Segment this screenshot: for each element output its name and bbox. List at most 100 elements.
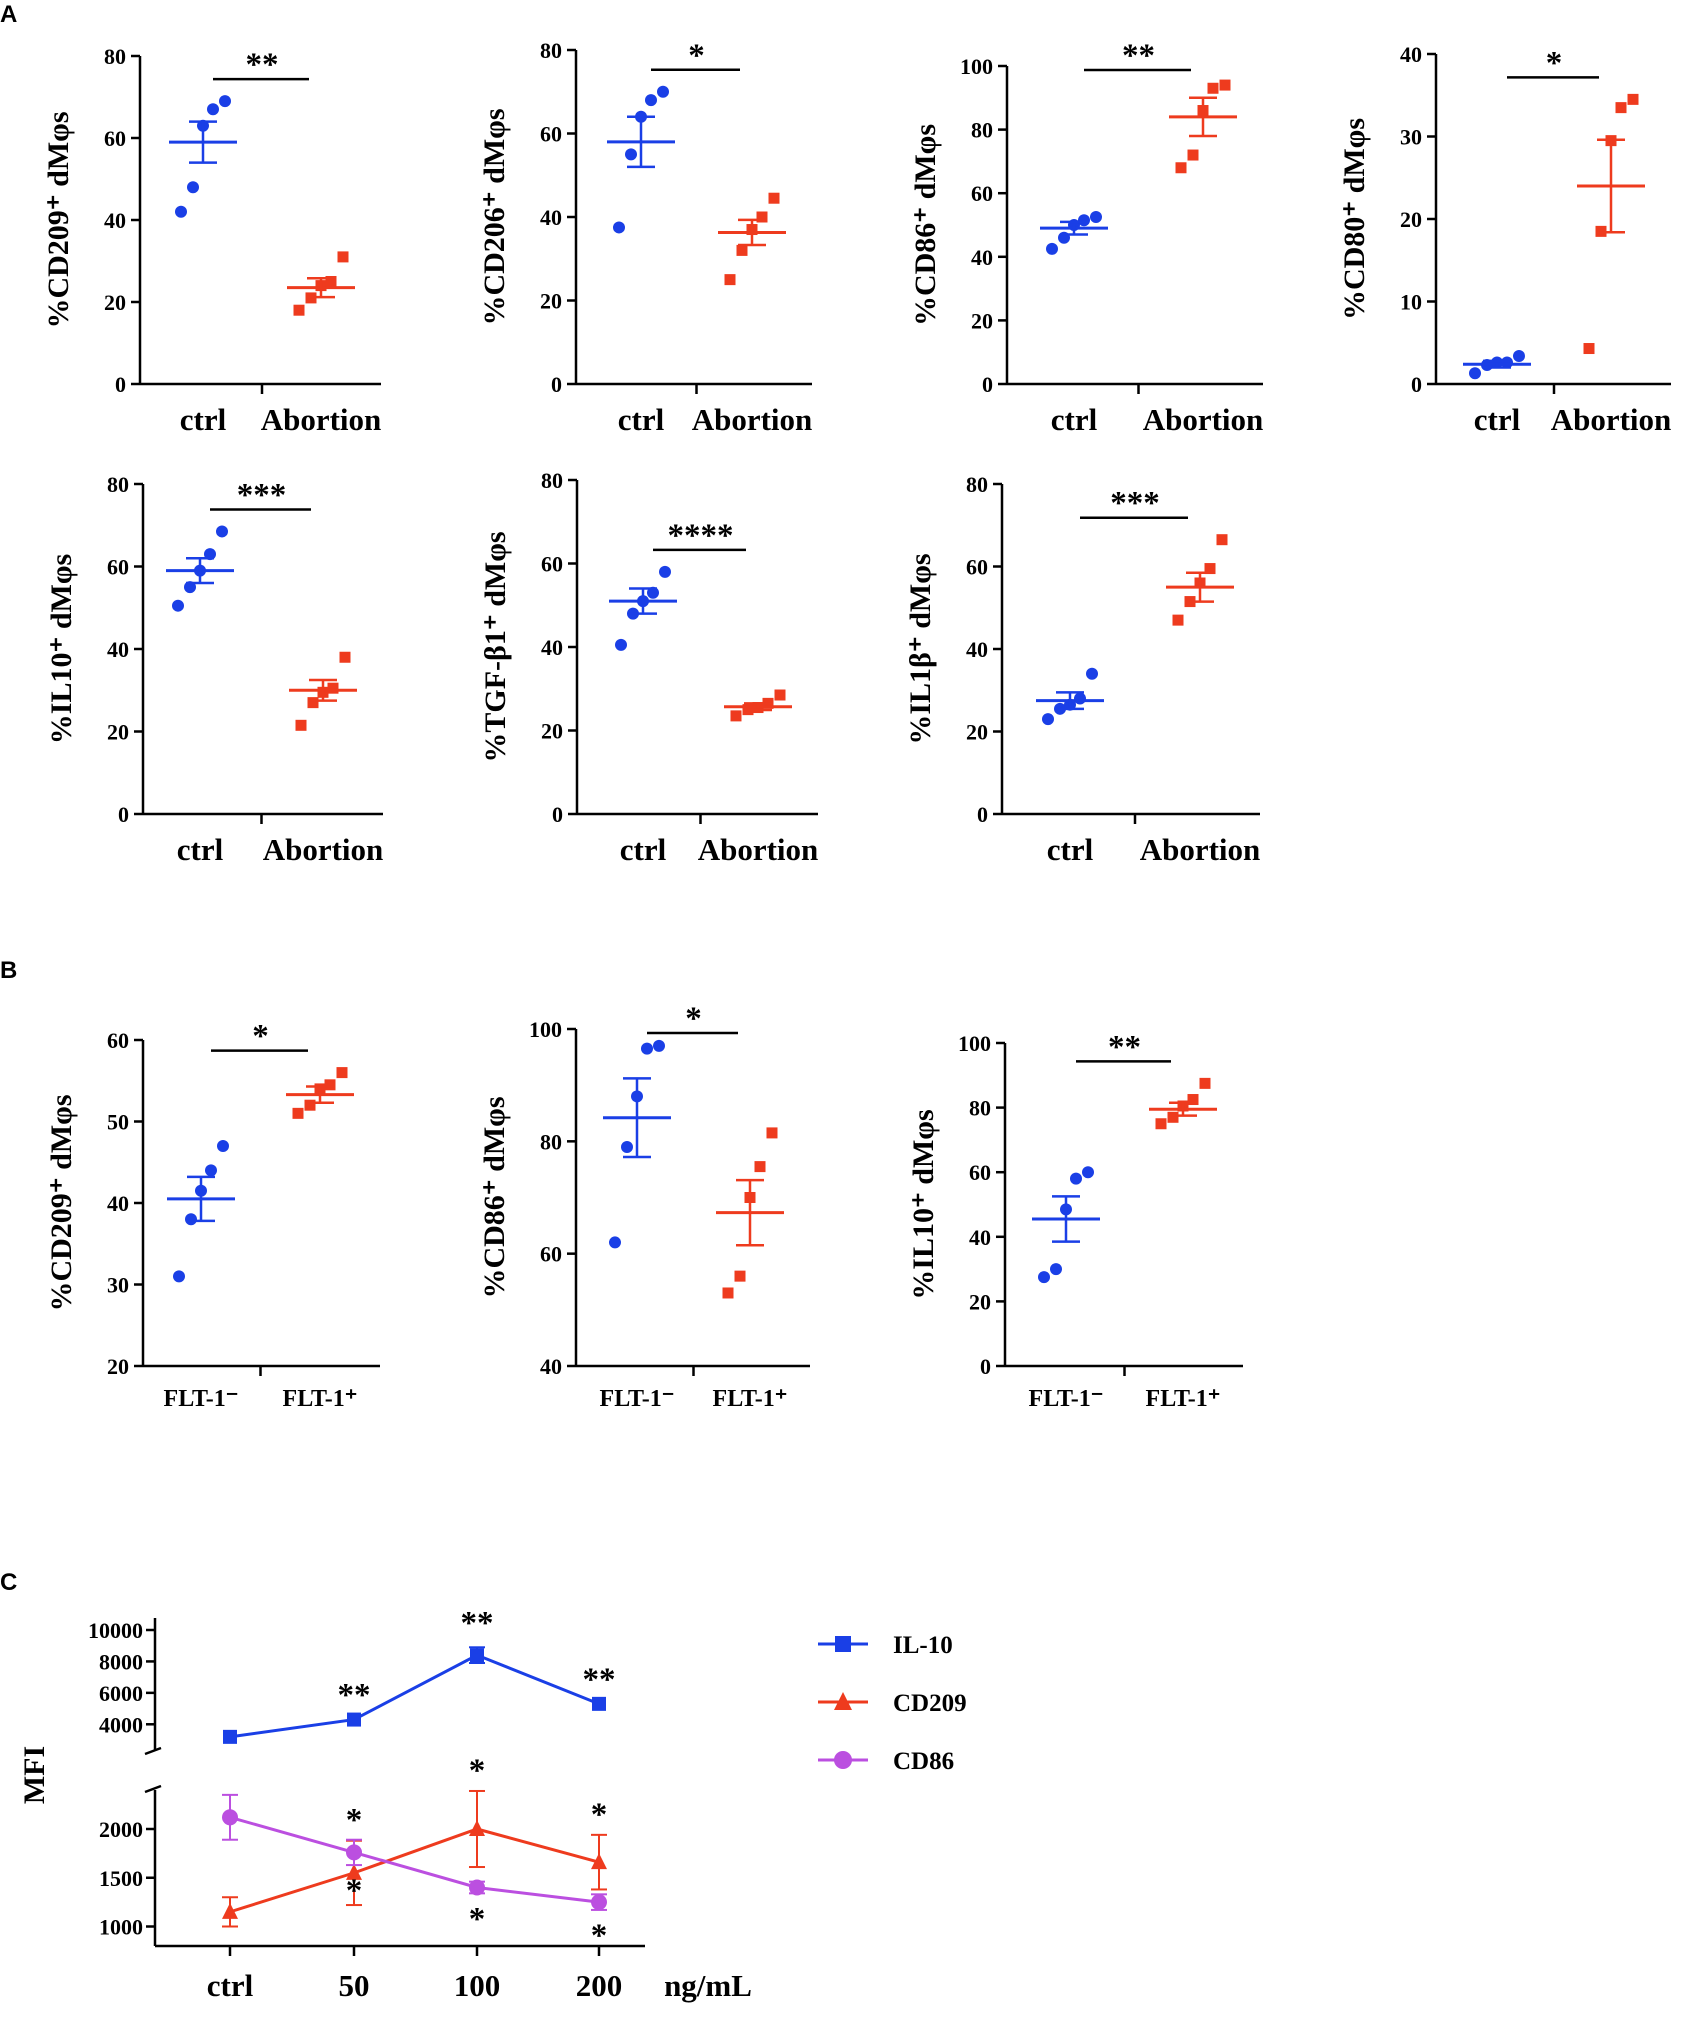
data-point: [609, 1236, 621, 1249]
series-treatment: [289, 651, 357, 731]
chart-a7: 0 20 40 60 80 %IL1β⁺ dMφs ctrl Abortion ***: [904, 472, 1260, 867]
data-point: [1172, 614, 1184, 626]
series-control: [609, 565, 677, 651]
y-axis-label: %IL10⁺ dMφs: [45, 554, 78, 744]
significance-stars: *: [346, 1873, 363, 1909]
y-tick-label: 80: [971, 118, 993, 143]
series-treatment: [1577, 93, 1645, 355]
x-category-label: ctrl: [177, 832, 224, 867]
chart-a2: 0 20 40 60 80 %CD206⁺ dMφs ctrl Abortion *: [478, 38, 812, 437]
chart-a1: 0 20 40 60 80 %CD209⁺ dMφs ctrl Abortion **: [42, 44, 381, 437]
legend-item: CD209: [818, 1690, 967, 1717]
significance-stars: ****: [668, 518, 734, 554]
significance-stars: *: [469, 1753, 486, 1789]
data-point: [1187, 1094, 1199, 1106]
data-point: [175, 205, 187, 218]
y-axis-label: %IL10⁺ dMφs: [907, 1109, 940, 1299]
x-category-label: Abortion: [698, 832, 819, 867]
y-tick-label: 40: [969, 1225, 991, 1250]
data-point: [1038, 1271, 1050, 1284]
y-tick-label: 60: [107, 1028, 129, 1053]
data-point: [653, 1039, 665, 1052]
y-tick-label: 0: [1411, 372, 1422, 397]
y-tick-label: 6000: [99, 1681, 143, 1706]
y-tick-label: 80: [966, 472, 988, 497]
y-tick-label: 40: [107, 1191, 129, 1216]
y-tick-label: 40: [540, 1354, 562, 1379]
y-tick-label: 20: [541, 719, 563, 744]
data-point: [325, 276, 337, 287]
data-point: [339, 651, 351, 663]
series-treatment: [1149, 1077, 1217, 1130]
y-tick-label: 40: [966, 637, 988, 662]
significance-stars: *: [1546, 45, 1563, 81]
series-treatment: [1169, 79, 1237, 174]
y-tick-label: 20: [540, 289, 562, 314]
y-axis-label: %TGF-β1⁺ dMφs: [479, 531, 512, 762]
y-tick-label: 40: [104, 208, 126, 233]
data-point: [1086, 667, 1098, 680]
series-control: [607, 85, 675, 234]
data-point: [766, 1127, 778, 1139]
x-category-label: Abortion: [1551, 402, 1672, 437]
data-point: [724, 274, 736, 286]
y-tick-label: 60: [971, 181, 993, 206]
series-treatment: [287, 251, 355, 316]
series-control: [1040, 211, 1108, 255]
data-point: [327, 682, 339, 694]
panel-label-b: B: [0, 957, 17, 984]
y-tick-label: 100: [960, 54, 993, 79]
x-category-label: FLT-1⁻: [600, 1386, 675, 1412]
significance-stars: *: [688, 38, 705, 74]
y-tick-label: 80: [540, 1129, 562, 1154]
data-point: [621, 1140, 633, 1153]
data-point: [222, 1902, 238, 1919]
legend-label: CD86: [893, 1748, 954, 1775]
y-tick-label: 0: [551, 372, 562, 397]
y-tick-label: 40: [541, 635, 563, 660]
series-control: [169, 95, 237, 218]
chart-b3: 0 20 40 60 80 100 %IL10⁺ dMφs FLT-1⁻ FLT-1⁺ **: [907, 1029, 1243, 1412]
data-point: [1199, 1077, 1211, 1089]
series-il-10: ** ** **: [223, 1605, 616, 1744]
y-tick-label: 80: [107, 472, 129, 497]
series-control: [166, 525, 234, 612]
series-treatment: [1166, 534, 1234, 626]
y-tick-label: 30: [107, 1273, 129, 1298]
significance-stars: **: [1108, 1029, 1141, 1065]
data-point: [217, 1139, 229, 1152]
chart-b1: 20 30 40 50 60 %CD209⁺ dMφs FLT-1⁻ FLT-1⁺ *: [45, 1019, 380, 1412]
data-point: [347, 1712, 361, 1727]
data-point: [1615, 102, 1627, 114]
y-tick-label: 10000: [88, 1618, 143, 1643]
data-point: [1216, 534, 1228, 546]
y-tick-label: 20: [107, 1354, 129, 1379]
x-category-label: ctrl: [618, 402, 665, 437]
chart-a6: 0 20 40 60 80 %TGF-β1⁺ dMφs ctrl Abortion ****: [479, 468, 818, 867]
series-treatment: [286, 1067, 354, 1119]
significance-stars: ***: [1110, 486, 1160, 522]
y-tick-label: 60: [969, 1160, 991, 1185]
axis-break-mark: [144, 1746, 162, 1756]
legend: IL-10 CD209 CD86: [818, 1632, 967, 1775]
significance-stars: **: [583, 1662, 616, 1698]
y-tick-label: 10: [1400, 290, 1422, 315]
axis-break-mark: [144, 1784, 162, 1794]
y-axis-label: %CD209⁺ dMφs: [42, 111, 75, 328]
data-point: [346, 1863, 362, 1880]
x-category-label: ctrl: [1047, 832, 1094, 867]
legend-label: CD209: [893, 1690, 967, 1717]
significance-stars: *: [591, 1918, 608, 1954]
data-point: [736, 244, 748, 256]
y-tick-label: 80: [969, 1096, 991, 1121]
y-tick-label: 30: [1400, 125, 1422, 150]
y-tick-label: 4000: [99, 1712, 143, 1737]
x-tick-label: 100: [454, 1968, 501, 2003]
series-treatment: [716, 1127, 784, 1299]
data-point: [205, 1164, 217, 1177]
series-control: [1036, 667, 1104, 726]
x-category-label: Abortion: [261, 402, 382, 437]
data-point: [834, 1692, 852, 1710]
data-point: [835, 1636, 851, 1652]
